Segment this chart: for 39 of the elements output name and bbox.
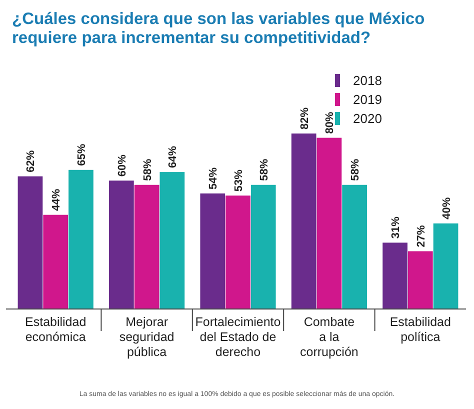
bar (250, 184, 276, 309)
x-tick-label: Estabilidad económica (25, 315, 86, 344)
data-label: 54% (208, 167, 220, 190)
bar (316, 138, 342, 309)
data-label: 31% (390, 216, 402, 239)
data-label: 60% (116, 154, 128, 177)
data-label: 58% (258, 158, 270, 181)
chart-title: ¿Cuáles considera que son las variables que México requiere para incrementar su competitividad? (12, 10, 425, 47)
data-label: 44% (50, 188, 63, 211)
bar (43, 214, 68, 309)
legend-label: 2018 (353, 73, 382, 88)
data-label: 53% (233, 169, 245, 192)
x-tick-label: Estabilidad política (390, 315, 452, 344)
legend-label: 2020 (353, 111, 382, 126)
x-tick-label: Mejorar seguridad pública (119, 315, 174, 359)
data-label: 58% (350, 158, 362, 181)
data-label: 62% (25, 150, 38, 172)
bar (200, 193, 226, 309)
bar (160, 172, 185, 309)
data-label: 64% (167, 146, 180, 168)
x-tick-label: Combate a la corrupción (300, 315, 358, 359)
bar (342, 184, 367, 309)
bar (68, 170, 94, 309)
bar (433, 223, 458, 309)
bar (18, 176, 43, 309)
data-label: 65% (76, 144, 88, 166)
x-tick-label: Fortalecimiento del Estado de derecho (195, 315, 281, 359)
bar (109, 180, 134, 309)
data-label: 40% (440, 197, 453, 220)
legend-label: 2019 (353, 92, 382, 107)
bar (226, 196, 250, 309)
data-label: 82% (298, 107, 311, 130)
data-label: 58% (142, 158, 154, 181)
bar (382, 242, 408, 309)
data-label: 80% (324, 112, 336, 134)
data-label: 27% (415, 224, 428, 248)
bar (408, 251, 433, 309)
bar (134, 184, 160, 309)
bar (291, 134, 316, 309)
